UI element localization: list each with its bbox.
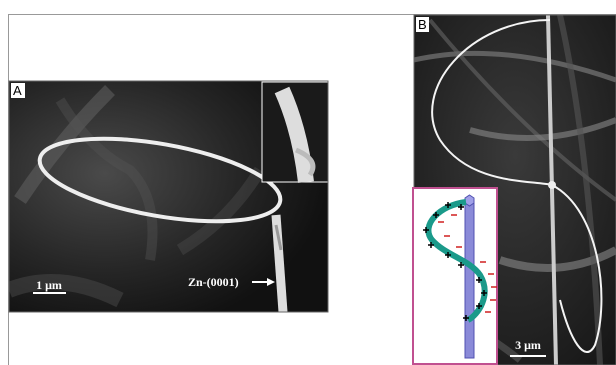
page: A 1 μm Zn-(0001) B 3 μm (() => { const d… xyxy=(0,0,616,365)
scale-bar-label: 3 μm xyxy=(515,338,541,352)
figure: A 1 μm Zn-(0001) B 3 μm xyxy=(0,0,616,365)
panel-label: B xyxy=(418,17,427,32)
inset-diagram xyxy=(413,188,497,364)
panel-label: A xyxy=(13,83,22,98)
scale-bar-label: 1 μm xyxy=(36,278,62,292)
annotation: Zn-(0001) xyxy=(188,275,239,289)
